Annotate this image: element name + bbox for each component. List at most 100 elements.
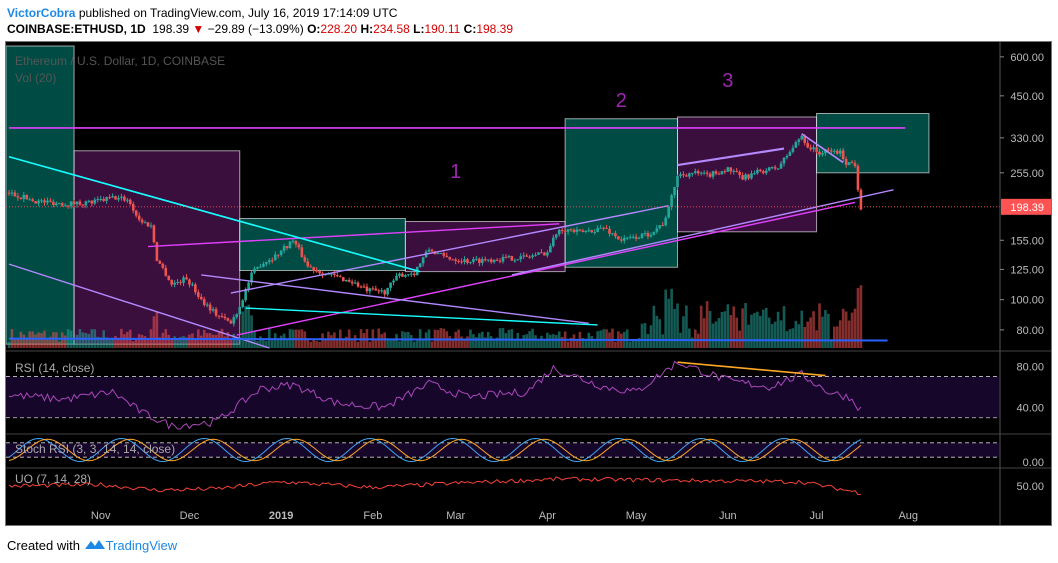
- candle-body: [797, 139, 801, 143]
- candle-body: [297, 244, 301, 248]
- candle-body: [667, 206, 670, 218]
- candle-body: [649, 234, 653, 237]
- stoch-k-line: [8, 437, 862, 463]
- candle-body: [312, 267, 315, 271]
- volume-bar: [170, 339, 173, 348]
- volume-bar: [336, 338, 339, 348]
- candle-body: [812, 147, 815, 150]
- volume-bar: [188, 334, 191, 348]
- candle-body: [646, 232, 650, 237]
- volume-bar: [241, 311, 244, 348]
- price-tick-label: 100.00: [1010, 295, 1044, 307]
- candle-body: [380, 290, 384, 292]
- candle-body: [46, 200, 49, 203]
- time-tick-label: Aug: [898, 510, 918, 522]
- volume-bar: [146, 339, 150, 348]
- volume-bar: [344, 336, 348, 348]
- volume-bar: [72, 340, 76, 348]
- volume-bar: [543, 339, 546, 348]
- volume-bar: [368, 341, 372, 348]
- candle-body: [333, 273, 336, 276]
- candle-body: [480, 259, 484, 263]
- volume-bar: [655, 315, 659, 348]
- volume-bar: [714, 321, 718, 348]
- candle-body: [549, 246, 552, 253]
- volume-bar: [495, 337, 499, 348]
- published-text: published on TradingView.com, July 16, 2…: [78, 6, 398, 20]
- candle-body: [750, 173, 753, 179]
- volume-bar: [259, 336, 262, 348]
- volume-bar: [806, 321, 809, 348]
- volume-bar: [770, 324, 774, 348]
- volume-bar: [809, 317, 812, 348]
- volume-bar: [40, 333, 43, 348]
- candle-body: [52, 201, 55, 206]
- candle-body: [34, 201, 37, 204]
- candle-body: [776, 168, 780, 170]
- volume-bar: [614, 341, 617, 348]
- candle-body: [652, 231, 656, 235]
- tradingview-brand[interactable]: TradingView: [105, 538, 178, 553]
- volume-bar: [96, 336, 100, 348]
- volume-bar: [208, 333, 212, 348]
- candle-body: [531, 255, 534, 258]
- volume-bar: [572, 334, 576, 348]
- candle-body: [525, 255, 528, 257]
- candle-body: [563, 230, 567, 232]
- candle-body: [395, 275, 398, 281]
- chart-panel[interactable]: 1 2 3 Ethereum / U.S. Dollar, 1D, COINBASE V…: [5, 41, 1052, 526]
- candle-body: [546, 252, 549, 256]
- support-line: [8, 337, 888, 342]
- volume-bar: [276, 339, 280, 348]
- author-link[interactable]: VictorCobra: [7, 6, 76, 20]
- candle-body: [824, 149, 827, 154]
- volume-bar: [389, 338, 392, 348]
- candle-body: [40, 200, 43, 202]
- candle-body: [809, 147, 812, 150]
- volume-bar: [762, 309, 765, 348]
- volume-bar: [767, 317, 771, 348]
- volume-bar: [87, 333, 91, 348]
- volume-bar: [350, 340, 354, 348]
- candle-body: [75, 201, 79, 205]
- candle-body: [593, 232, 597, 234]
- candle-body: [833, 150, 836, 152]
- candle-body: [469, 262, 472, 264]
- last-price-tag-label: 198.39: [1010, 202, 1044, 214]
- volume-bar: [489, 336, 493, 348]
- created-with-text: Created with: [7, 538, 80, 553]
- volume-bar: [386, 338, 389, 348]
- chart-svg[interactable]: 1 2 3 Ethereum / U.S. Dollar, 1D, COINBASE V…: [6, 42, 1051, 525]
- candle-body: [537, 252, 540, 255]
- candle-body: [412, 273, 416, 276]
- volume-bar: [667, 298, 670, 348]
- candle-body: [247, 282, 250, 290]
- candle-body: [208, 304, 212, 311]
- volume-bar: [430, 341, 434, 348]
- candle-body: [614, 233, 617, 237]
- volume-bar: [750, 314, 753, 348]
- candle-body: [451, 259, 455, 261]
- candle-body: [841, 150, 845, 160]
- volume-bar: [646, 334, 650, 348]
- volume-bar: [560, 336, 564, 348]
- candle-body: [501, 256, 505, 262]
- candle-body: [691, 172, 694, 174]
- volume-bar: [52, 332, 55, 348]
- volume-bar: [741, 308, 744, 348]
- volume-bar: [185, 337, 188, 348]
- volume-bar: [525, 334, 528, 348]
- volume-bar: [49, 336, 52, 348]
- candle-body: [279, 250, 283, 256]
- candle-body: [69, 201, 73, 207]
- candle-body: [800, 135, 804, 140]
- candle-body: [445, 255, 449, 258]
- candle-body: [702, 172, 706, 174]
- candle-body: [507, 256, 511, 258]
- rising-wedge-line: [677, 147, 785, 167]
- volume-bar: [223, 336, 227, 348]
- volume-bar: [735, 317, 738, 348]
- candle-body: [779, 163, 783, 169]
- candle-body: [25, 194, 29, 200]
- volume-bar: [475, 337, 478, 348]
